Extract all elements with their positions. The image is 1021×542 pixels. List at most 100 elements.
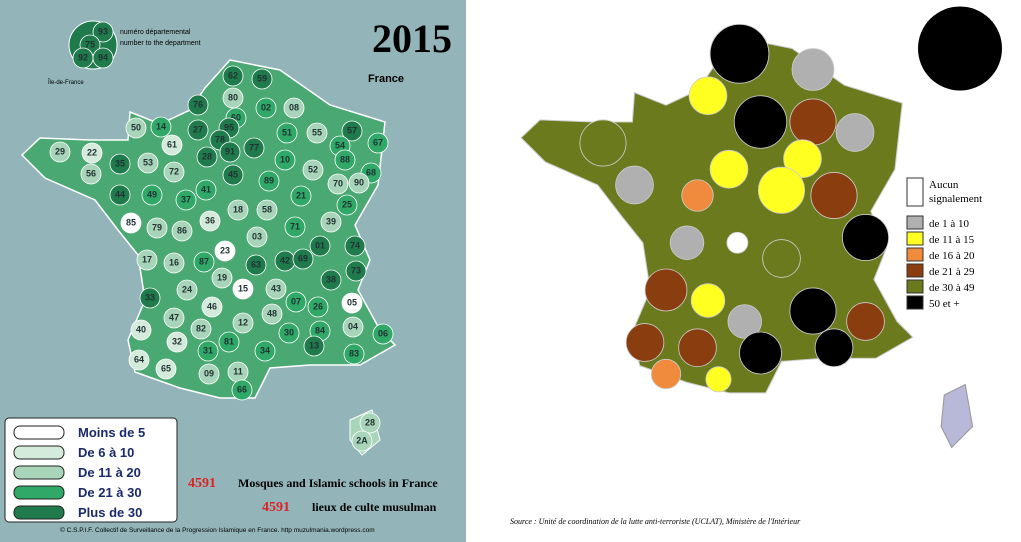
- department-number: 72: [169, 166, 179, 176]
- legend-label: De 11 à 20: [78, 465, 141, 480]
- legend-swatch: [13, 445, 65, 460]
- department: [166, 331, 188, 353]
- legend-swatch: [13, 485, 65, 500]
- department-number: 05: [347, 297, 357, 307]
- department: [163, 307, 185, 329]
- department-number: 34: [260, 345, 270, 355]
- department: [198, 363, 220, 385]
- department: [254, 340, 276, 362]
- department-number: 81: [224, 336, 234, 346]
- department-number: 48: [267, 308, 277, 318]
- department-number: 13: [309, 340, 319, 350]
- department: [222, 164, 244, 186]
- department: [171, 220, 193, 242]
- department: [283, 97, 305, 119]
- legend-swatch: [13, 425, 65, 440]
- count: 4591: [188, 476, 216, 491]
- department-number: 31: [203, 345, 213, 355]
- department: [218, 331, 240, 353]
- department-number: 23: [220, 245, 230, 255]
- department: [359, 412, 381, 434]
- department: [222, 65, 244, 87]
- department-number: 40: [136, 324, 146, 334]
- department: [92, 47, 114, 69]
- region: [727, 304, 762, 339]
- legend-swatch: [906, 247, 924, 262]
- region: [709, 149, 749, 189]
- department: [196, 146, 218, 168]
- department: [211, 267, 233, 289]
- department: [302, 159, 324, 181]
- department: [343, 343, 365, 365]
- legend-label: De 21 à 30: [78, 485, 142, 500]
- department-number: 84: [315, 325, 325, 335]
- department-number: 79: [152, 222, 162, 232]
- legend-swatch: [906, 177, 924, 207]
- department-number: 88: [340, 154, 350, 164]
- department: [367, 132, 389, 154]
- department-number: 43: [271, 283, 281, 293]
- department: [120, 212, 142, 234]
- department: [245, 254, 267, 276]
- legend-swatch: [906, 231, 924, 246]
- department-number: 38: [326, 274, 336, 284]
- department: [199, 210, 221, 232]
- department-number: 22: [87, 147, 97, 157]
- department: [231, 379, 253, 401]
- department: [276, 122, 298, 144]
- department-number: 59: [257, 73, 267, 83]
- department: [341, 292, 363, 314]
- department: [256, 199, 278, 221]
- department: [265, 278, 287, 300]
- legend-swatch: [13, 465, 65, 480]
- department: [320, 269, 342, 291]
- department-number: 02: [261, 102, 271, 112]
- department-number: 54: [335, 140, 345, 150]
- department-number: 64: [134, 354, 144, 364]
- department-number: 39: [326, 216, 336, 226]
- region: [669, 225, 705, 260]
- department-number: 10: [280, 154, 290, 164]
- department-number: 82: [196, 323, 206, 333]
- department-number: 92: [78, 52, 88, 62]
- corsica: [940, 383, 974, 449]
- region: [841, 213, 890, 262]
- department-number: 46: [207, 301, 217, 311]
- region: [579, 119, 627, 167]
- department-number: 58: [262, 204, 272, 214]
- department-number: 45: [228, 169, 238, 179]
- department-number: 07: [291, 296, 301, 306]
- department-number: 30: [284, 327, 294, 337]
- department: [128, 349, 150, 371]
- department: [141, 184, 163, 206]
- region: [705, 366, 732, 393]
- legend-label: 50 et +: [929, 298, 960, 310]
- department-number: 83: [349, 348, 359, 358]
- department-number: 62: [228, 70, 238, 80]
- department: [274, 149, 296, 171]
- department: [306, 122, 328, 144]
- department-number: 17: [142, 254, 152, 264]
- department-number: 75: [85, 39, 95, 49]
- department: [125, 117, 147, 139]
- region: [644, 268, 688, 312]
- department: [320, 211, 342, 233]
- region: [650, 358, 682, 390]
- region: [681, 179, 714, 212]
- department-number: 01: [315, 240, 325, 250]
- department: [176, 279, 198, 301]
- department-number: 33: [145, 292, 155, 302]
- department: [139, 287, 161, 309]
- region: [789, 98, 837, 146]
- department: [155, 358, 177, 380]
- department: [292, 248, 314, 270]
- department-number: 73: [351, 265, 361, 275]
- region: [789, 287, 837, 335]
- department: [109, 184, 131, 206]
- department-number: 93: [98, 26, 108, 36]
- department: [336, 194, 358, 216]
- department: [351, 430, 373, 452]
- department-number: 15: [238, 283, 248, 293]
- legend-label: Aucun signalement: [929, 179, 982, 205]
- region: [835, 113, 875, 152]
